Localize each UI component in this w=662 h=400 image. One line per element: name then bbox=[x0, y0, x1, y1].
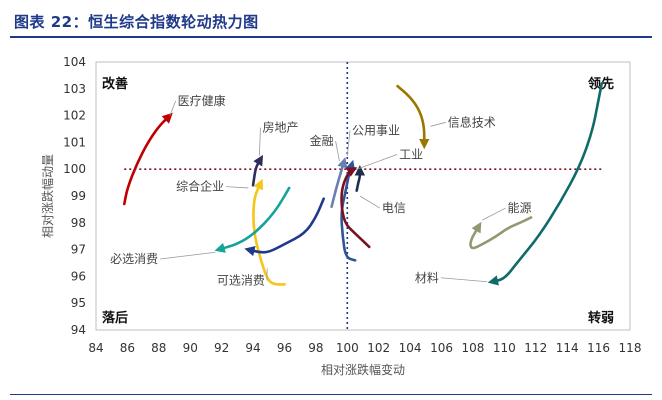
x-tick-label: 104 bbox=[399, 341, 422, 355]
label-leader-line bbox=[346, 130, 351, 156]
x-tick-label: 94 bbox=[245, 341, 260, 355]
series-trail bbox=[122, 112, 173, 206]
y-tick-label: 95 bbox=[71, 296, 86, 310]
quadrant-improving: 改善 bbox=[102, 76, 128, 92]
series-group bbox=[122, 82, 604, 286]
series-label: 必选消费 bbox=[110, 252, 158, 266]
series-label: 材料 bbox=[415, 271, 439, 285]
y-tick-label: 103 bbox=[63, 82, 86, 96]
series-label: 能源 bbox=[507, 201, 531, 215]
series-trail bbox=[244, 197, 326, 257]
plot-frame bbox=[95, 61, 631, 331]
series-trail bbox=[396, 84, 430, 150]
x-tick-label: 100 bbox=[336, 341, 359, 355]
x-axis-title: 相对涨跌幅变动 bbox=[321, 362, 405, 377]
series-trail bbox=[252, 178, 286, 286]
series-trail bbox=[330, 157, 348, 209]
y-tick-label: 94 bbox=[71, 323, 86, 337]
series-label: 综合企业 bbox=[176, 179, 224, 194]
y-tick-label: 101 bbox=[63, 135, 86, 149]
label-leader-line bbox=[169, 100, 177, 116]
series-label: 电信 bbox=[382, 201, 406, 215]
x-tick-label: 112 bbox=[524, 341, 547, 355]
label-leader-line bbox=[359, 195, 381, 209]
series-trail bbox=[251, 154, 264, 187]
series-trail bbox=[354, 165, 366, 192]
x-tick-label: 92 bbox=[214, 341, 229, 355]
series-label: 信息技术 bbox=[448, 114, 496, 129]
series-label: 金融 bbox=[310, 133, 334, 148]
figure-title: 图表 22：恒生综合指数轮动热力图 bbox=[14, 13, 259, 31]
series-label: 公用事业 bbox=[352, 123, 400, 137]
y-tick-label: 104 bbox=[63, 55, 86, 69]
x-tick-label: 86 bbox=[120, 341, 135, 355]
x-tick-label: 106 bbox=[430, 341, 453, 355]
label-leader-line bbox=[258, 127, 261, 156]
y-tick-label: 100 bbox=[63, 162, 86, 176]
quadrant-weakening: 转弱 bbox=[588, 310, 614, 326]
series-trail bbox=[214, 186, 291, 253]
x-tick-label: 102 bbox=[367, 341, 390, 355]
y-tick-label: 97 bbox=[71, 243, 86, 257]
x-tick-label: 96 bbox=[277, 341, 292, 355]
x-tick-label: 84 bbox=[88, 341, 103, 355]
label-leader-line bbox=[356, 154, 398, 170]
series-label: 可选消费 bbox=[217, 273, 265, 287]
x-tick-label: 108 bbox=[461, 341, 484, 355]
label-leader-line bbox=[160, 251, 216, 260]
series-trail bbox=[487, 82, 604, 286]
x-tick-label: 118 bbox=[619, 341, 642, 355]
label-leader-line bbox=[440, 277, 488, 283]
bottom-rule bbox=[10, 394, 652, 395]
y-tick-label: 102 bbox=[63, 109, 86, 123]
label-leader-line bbox=[482, 207, 506, 221]
y-tick-label: 96 bbox=[71, 269, 86, 283]
x-tick-label: 88 bbox=[151, 341, 166, 355]
x-tick-label: 110 bbox=[493, 341, 516, 355]
x-tick-label: 98 bbox=[308, 341, 323, 355]
y-tick-label: 99 bbox=[71, 189, 86, 203]
label-leader-line bbox=[430, 121, 446, 127]
quadrant-lagging: 落后 bbox=[102, 310, 128, 326]
series-label: 工业 bbox=[399, 147, 423, 161]
label-leader-line bbox=[335, 141, 340, 162]
series-label: 医疗健康 bbox=[178, 93, 226, 108]
x-tick-label: 114 bbox=[556, 341, 579, 355]
x-tick-label: 90 bbox=[183, 341, 198, 355]
axis-ticks: 84 86 88 90 92 94 96 98 100 102 104 106 108 110 112 114… bbox=[63, 55, 641, 355]
y-tick-label: 98 bbox=[71, 216, 86, 230]
series-label: 房地产 bbox=[262, 120, 298, 135]
figure-title-bar: 图表 22：恒生综合指数轮动热力图 bbox=[10, 6, 652, 38]
y-axis-title: 相对涨跌幅动量 bbox=[40, 154, 55, 238]
plot-area-border bbox=[95, 61, 631, 331]
label-leader-line bbox=[226, 186, 249, 189]
series-trail bbox=[469, 216, 533, 250]
series-trail bbox=[340, 167, 371, 249]
x-tick-label: 116 bbox=[587, 341, 610, 355]
